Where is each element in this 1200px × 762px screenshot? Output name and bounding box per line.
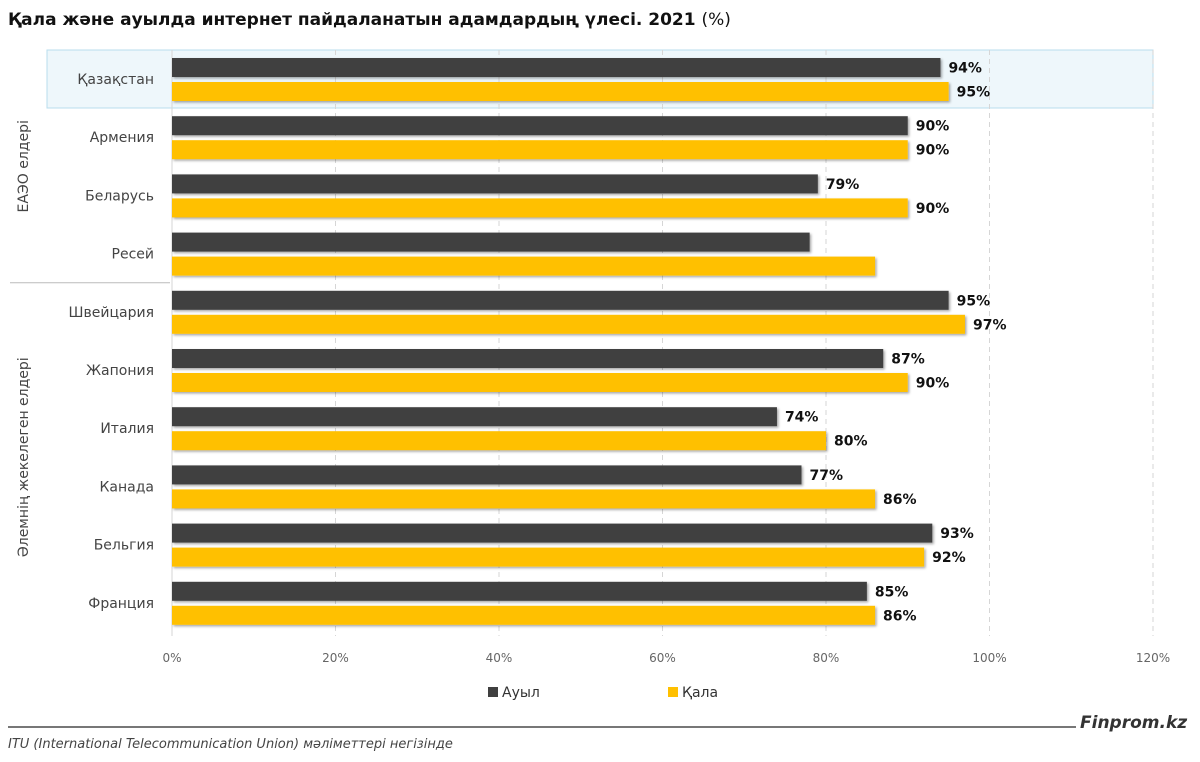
source-note: ITU (International Telecommunication Uni… — [8, 737, 453, 752]
x-tick-label: 120% — [1136, 651, 1170, 665]
category-label: Италия — [100, 421, 154, 437]
bar-urban — [172, 373, 908, 392]
data-label: 86% — [883, 492, 917, 508]
bar-urban — [172, 256, 876, 276]
category-label: Жапония — [86, 363, 154, 379]
bar-chart: 0% 20% 40% 60% 80% 100% 120% ЕАЭО елдері Әлемнің… — [10, 49, 1170, 701]
bar-rural — [172, 232, 810, 252]
x-tick-label: 80% — [813, 651, 840, 665]
legend-label: Ауыл — [502, 685, 540, 701]
data-label: 79% — [826, 177, 860, 193]
data-label: 94% — [948, 61, 982, 77]
bar-rural — [172, 465, 802, 485]
bar-rural — [172, 174, 818, 194]
bar-urban — [172, 489, 876, 509]
data-label: 90% — [916, 119, 950, 135]
data-label: 80% — [834, 434, 868, 450]
category-label: Франция — [88, 596, 154, 612]
legend-swatch-rural — [488, 687, 498, 697]
bar-urban — [172, 198, 908, 218]
x-tick-label: 100% — [972, 651, 1006, 665]
bar-rural — [172, 290, 949, 310]
x-tick-label: 40% — [486, 651, 513, 665]
bar-urban — [172, 82, 949, 101]
data-label: 85% — [875, 584, 909, 600]
category-label: Швейцария — [69, 305, 154, 321]
chart-title: Қала және ауылда интернет пайдаланатын а… — [8, 10, 731, 30]
x-tick-label: 0% — [162, 651, 181, 665]
category-label: Бельгия — [94, 538, 154, 554]
chart-title-unit: (%) — [701, 10, 731, 30]
brand-logo-text: Finprom.kz — [1080, 713, 1188, 733]
x-tick-label: 20% — [322, 651, 349, 665]
bar-urban — [172, 431, 826, 451]
category-label: Канада — [99, 479, 154, 495]
data-label: 90% — [916, 143, 950, 159]
chart-title-text: Қала және ауылда интернет пайдаланатын а… — [8, 10, 696, 30]
bar-urban — [172, 547, 925, 567]
x-tick-label: 60% — [649, 651, 676, 665]
bar-rural — [172, 581, 867, 601]
data-label: 90% — [916, 201, 950, 217]
data-label: 95% — [957, 293, 991, 309]
data-label: 77% — [809, 468, 843, 484]
category-label: Ресей — [112, 247, 154, 263]
data-label: 74% — [785, 410, 819, 426]
legend-label: Қала — [682, 685, 718, 701]
category-label: Беларусь — [85, 188, 154, 204]
data-label: 90% — [916, 376, 950, 392]
bar-rural — [172, 116, 908, 136]
bar-rural — [172, 349, 884, 368]
footer-divider — [8, 726, 1076, 728]
bar-urban — [172, 314, 965, 334]
data-label: 97% — [973, 317, 1007, 333]
category-label: Қазақстан — [77, 72, 154, 88]
bar-urban — [172, 140, 908, 160]
bar-rural — [172, 407, 777, 427]
legend-swatch-urban — [668, 687, 678, 697]
data-label: 87% — [891, 352, 925, 368]
data-label: 95% — [957, 85, 991, 101]
data-label: 92% — [932, 550, 966, 566]
data-label: 93% — [940, 526, 974, 542]
category-label: Армения — [90, 130, 154, 146]
group-label: Әлемнің жекелеген елдері — [16, 357, 32, 557]
bar-urban — [172, 605, 876, 625]
bar-rural — [172, 523, 933, 543]
data-label: 86% — [883, 608, 917, 624]
bar-rural — [172, 58, 941, 77]
group-label: ЕАЭО елдері — [16, 120, 32, 212]
